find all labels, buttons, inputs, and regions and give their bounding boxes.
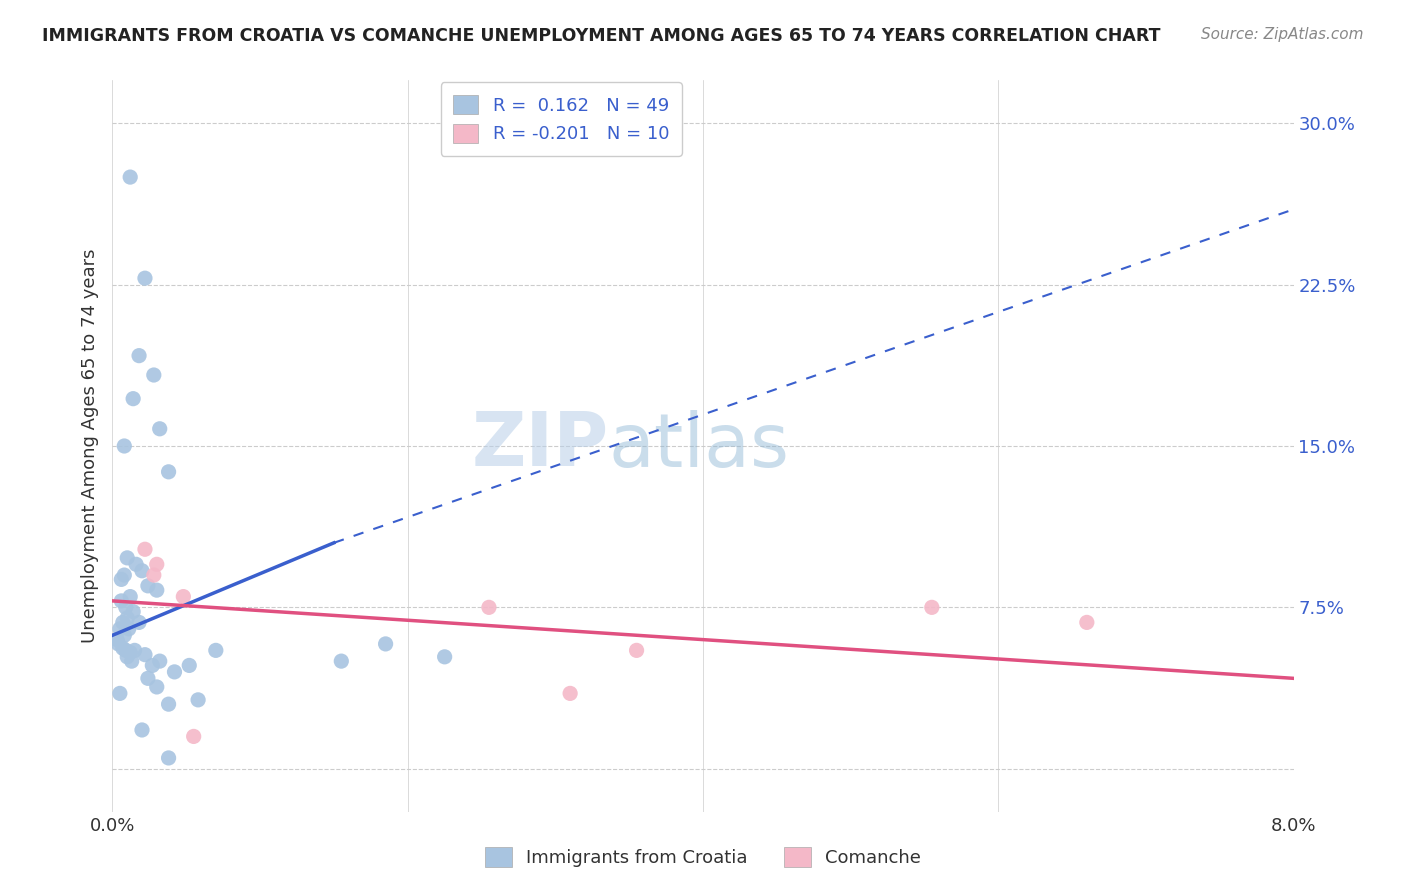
Point: [478, 600, 501, 615]
Point: [146, 583, 169, 598]
Point: [142, 568, 165, 582]
Point: [921, 600, 943, 615]
Text: IMMIGRANTS FROM CROATIA VS COMANCHE UNEMPLOYMENT AMONG AGES 65 TO 74 YEARS CORRE: IMMIGRANTS FROM CROATIA VS COMANCHE UNEM…: [42, 27, 1161, 45]
Point: [330, 654, 353, 668]
Point: [205, 643, 228, 657]
Point: [110, 594, 132, 608]
Point: [136, 579, 159, 593]
Point: [149, 654, 172, 668]
Point: [125, 558, 148, 572]
Point: [131, 723, 153, 737]
Point: [136, 671, 159, 685]
Point: [141, 658, 163, 673]
Point: [120, 590, 142, 604]
Point: [626, 643, 648, 657]
Point: [183, 730, 205, 744]
Point: [121, 654, 143, 668]
Point: [128, 615, 150, 630]
Point: [157, 697, 180, 711]
Point: [117, 550, 138, 565]
Point: [146, 558, 169, 572]
Point: [134, 271, 156, 285]
Point: [105, 632, 128, 647]
Point: [122, 605, 145, 619]
Point: [560, 686, 582, 700]
Point: [117, 649, 138, 664]
Point: [157, 465, 180, 479]
Point: [142, 368, 165, 382]
Point: [433, 649, 456, 664]
Legend: Immigrants from Croatia, Comanche: Immigrants from Croatia, Comanche: [478, 839, 928, 874]
Point: [111, 641, 134, 656]
Point: [114, 600, 136, 615]
Text: Source: ZipAtlas.com: Source: ZipAtlas.com: [1201, 27, 1364, 42]
Point: [187, 693, 209, 707]
Point: [146, 680, 169, 694]
Point: [122, 392, 145, 406]
Point: [112, 439, 135, 453]
Point: [108, 686, 131, 700]
Text: atlas: atlas: [609, 409, 790, 483]
Point: [118, 622, 141, 636]
Point: [120, 646, 142, 660]
Point: [131, 564, 153, 578]
Point: [149, 422, 172, 436]
Point: [172, 590, 194, 604]
Point: [107, 637, 129, 651]
Point: [374, 637, 396, 651]
Point: [157, 751, 180, 765]
Point: [124, 643, 146, 657]
Point: [112, 568, 135, 582]
Point: [120, 170, 142, 185]
Legend: R =  0.162   N = 49, R = -0.201   N = 10: R = 0.162 N = 49, R = -0.201 N = 10: [440, 82, 682, 156]
Point: [117, 611, 138, 625]
Point: [128, 349, 150, 363]
Point: [111, 615, 134, 630]
Point: [108, 622, 131, 636]
Point: [112, 628, 135, 642]
Point: [179, 658, 201, 673]
Point: [163, 665, 186, 679]
Y-axis label: Unemployment Among Ages 65 to 74 years: Unemployment Among Ages 65 to 74 years: [80, 249, 98, 643]
Point: [110, 573, 132, 587]
Point: [1076, 615, 1098, 630]
Point: [114, 643, 136, 657]
Point: [134, 648, 156, 662]
Point: [134, 542, 156, 557]
Text: ZIP: ZIP: [471, 409, 609, 483]
